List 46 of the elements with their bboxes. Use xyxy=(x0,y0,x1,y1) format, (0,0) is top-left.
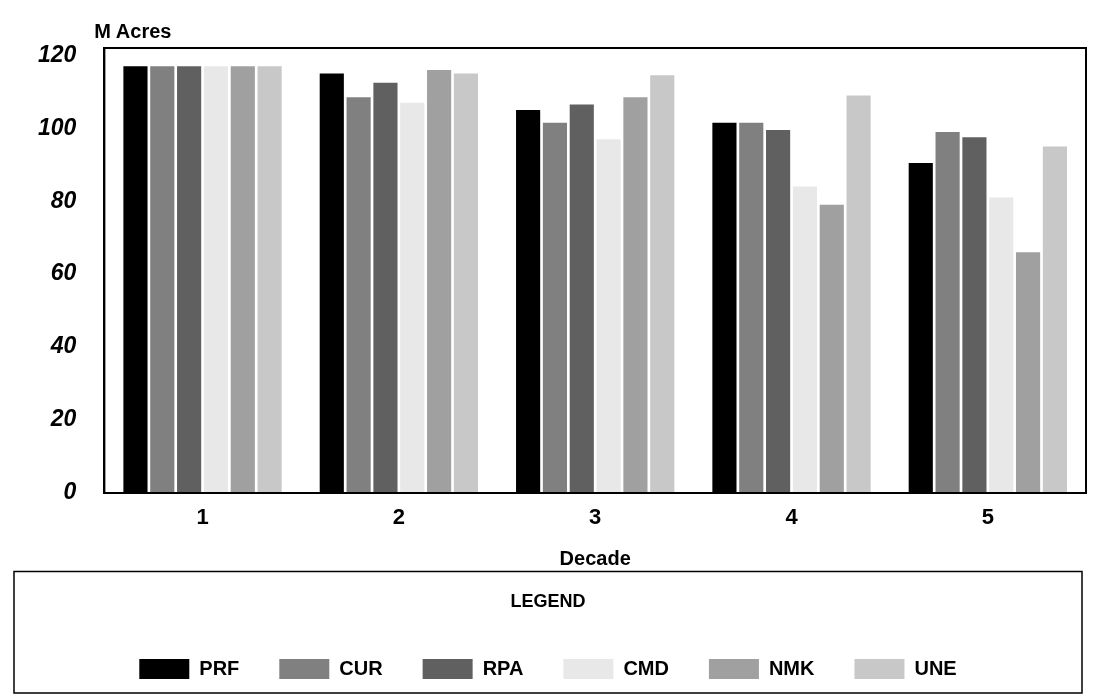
bar xyxy=(453,73,479,493)
y-tick-label: 40 xyxy=(49,332,77,359)
x-tick-label: 2 xyxy=(392,504,405,530)
bar xyxy=(400,102,425,493)
y-tick-label: 120 xyxy=(38,40,77,67)
legend-label: CUR xyxy=(339,656,384,679)
bar xyxy=(650,75,675,493)
y-tick-label: 80 xyxy=(50,186,77,213)
bar xyxy=(792,186,817,493)
bar xyxy=(1016,252,1041,493)
y-tick-label: 60 xyxy=(50,259,77,286)
legend-label: UNE xyxy=(914,656,957,679)
x-tick-label: 3 xyxy=(589,504,602,530)
y-tick-label: 100 xyxy=(38,113,77,140)
legend-label: CMD xyxy=(623,656,669,679)
bar xyxy=(1042,146,1067,493)
bar xyxy=(150,66,175,493)
bar xyxy=(230,66,255,493)
bar xyxy=(542,122,568,493)
legend-label: NMK xyxy=(768,656,816,679)
legend-label: RPA xyxy=(482,656,524,679)
bar xyxy=(203,66,229,493)
bar xyxy=(989,197,1014,493)
bar xyxy=(962,137,987,493)
bar xyxy=(257,66,282,493)
bar xyxy=(739,122,764,493)
bar xyxy=(569,104,594,493)
bar xyxy=(373,82,398,493)
y-tick-label: 0 xyxy=(63,478,77,505)
bar xyxy=(346,97,371,493)
x-tick-label: 5 xyxy=(981,504,994,530)
bar xyxy=(596,139,621,493)
bar xyxy=(177,66,202,493)
bar xyxy=(819,204,844,493)
legend-label: PRF xyxy=(199,656,240,679)
y-tick-label: 20 xyxy=(49,405,77,432)
y-axis-title: M Acres xyxy=(94,19,172,42)
bar xyxy=(766,130,791,493)
x-axis-title: Decade xyxy=(559,546,631,569)
bar xyxy=(846,95,871,493)
bar xyxy=(427,69,452,493)
legend-title: LEGEND xyxy=(510,591,586,612)
bar xyxy=(623,97,648,493)
x-tick-label: 4 xyxy=(785,504,799,530)
bar xyxy=(935,131,960,493)
x-tick-label: 1 xyxy=(196,504,209,530)
